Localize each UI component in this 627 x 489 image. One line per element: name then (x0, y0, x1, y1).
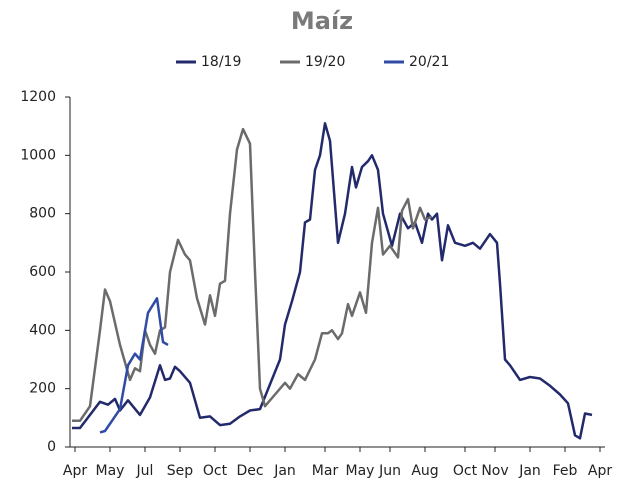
x-tick-label: May (96, 463, 125, 479)
x-tick-label: Dec (236, 463, 263, 479)
x-tick-label: Oct (453, 463, 478, 479)
x-tick-label: Apr (588, 463, 612, 479)
series-line (72, 122, 593, 440)
legend-label: 19/20 (305, 54, 345, 70)
legend-label: 18/19 (201, 54, 241, 70)
x-tick-label: Feb (553, 463, 578, 479)
x-tick-label: Oct (203, 463, 228, 479)
legend-label: 20/21 (409, 54, 449, 70)
x-tick-label: May (346, 463, 375, 479)
y-tick-label: 1200 (20, 89, 56, 105)
x-tick-label: Mar (312, 463, 339, 479)
x-tick-label: Jan (273, 463, 296, 479)
x-tick-label: Jul (136, 463, 154, 479)
x-tick-label: Jan (518, 463, 541, 479)
y-tick-label: 400 (29, 322, 56, 338)
series-line (99, 297, 169, 434)
x-tick-label: Nov (481, 463, 508, 479)
x-tick-label: Jun (378, 463, 401, 479)
y-tick-label: 800 (29, 206, 56, 222)
y-tick-label: 600 (29, 264, 56, 280)
x-tick-label: Aug (411, 463, 438, 479)
y-tick-label: 1000 (20, 147, 56, 163)
y-tick-label: 200 (29, 381, 56, 397)
series-line (72, 127, 433, 423)
x-tick-label: Sep (167, 463, 194, 479)
y-tick-label: 0 (47, 439, 56, 455)
x-tick-label: Apr (63, 463, 87, 479)
chart-title: Maíz (291, 7, 353, 35)
